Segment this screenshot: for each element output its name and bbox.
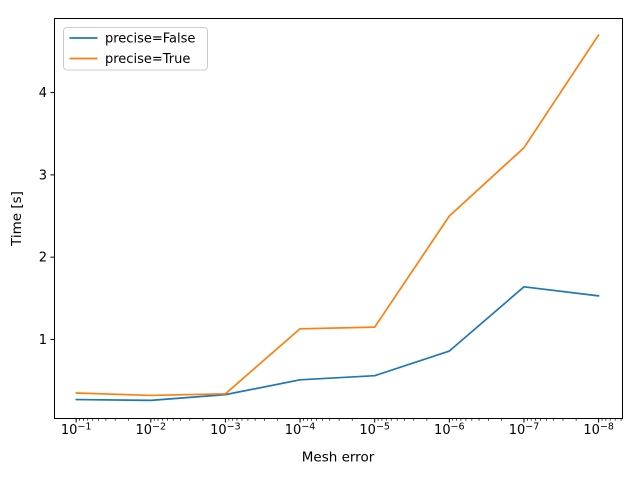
legend-label: precise=False bbox=[105, 32, 195, 47]
legend: precise=False precise=True bbox=[63, 27, 208, 71]
x-major-ticks bbox=[75, 418, 600, 423]
series-line bbox=[75, 285, 600, 402]
series-lines bbox=[75, 34, 600, 402]
x-tick-labels: 10−1 10−2 10−3 10−4 10−5 10−6 10−7 10−8 bbox=[61, 422, 614, 439]
y-tick-label: 4 bbox=[39, 86, 47, 101]
x-tick-label: 10−7 bbox=[509, 422, 540, 439]
y-tick-labels: 1 2 3 4 bbox=[39, 86, 47, 348]
axes-spines bbox=[54, 18, 623, 419]
x-tick-label: 10−4 bbox=[285, 422, 316, 439]
x-tick-label: 10−6 bbox=[434, 422, 465, 439]
y-tick-label: 3 bbox=[39, 168, 47, 183]
legend-label: precise=True bbox=[105, 52, 190, 67]
series-line bbox=[75, 34, 600, 397]
legend-box bbox=[63, 27, 208, 71]
x-tick-label: 10−8 bbox=[583, 422, 614, 439]
x-tick-label: 10−1 bbox=[61, 422, 92, 439]
y-major-ticks bbox=[50, 92, 55, 340]
x-axis-label: Mesh error bbox=[302, 450, 375, 466]
y-tick-label: 1 bbox=[39, 333, 47, 348]
x-tick-label: 10−5 bbox=[359, 422, 390, 439]
x-tick-label: 10−3 bbox=[210, 422, 241, 439]
y-tick-label: 2 bbox=[39, 251, 47, 266]
x-tick-label: 10−2 bbox=[136, 422, 167, 439]
y-axis-label: Time [s] bbox=[9, 191, 25, 247]
